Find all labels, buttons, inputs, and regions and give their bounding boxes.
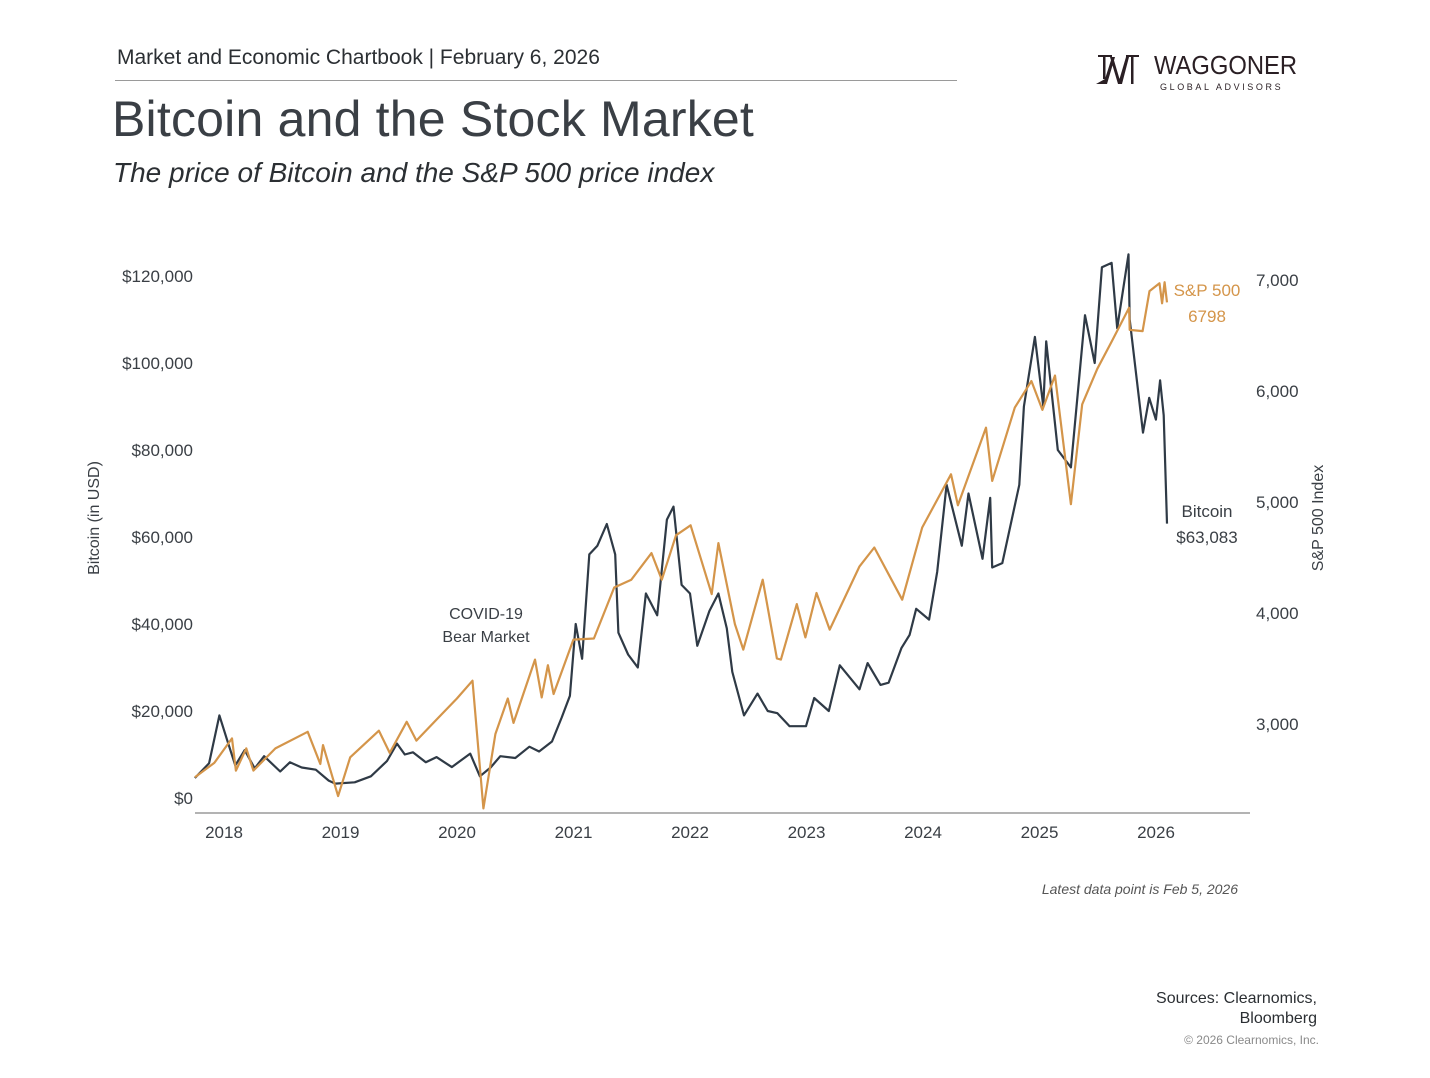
x-tick-label: 2018 xyxy=(205,823,243,842)
sources-note: Sources: Clearnomics, Bloomberg xyxy=(1156,989,1317,1029)
chartbook-header: Market and Economic Chartbook | February… xyxy=(117,46,600,69)
waggoner-logo: WAGGONER GLOBAL ADVISORS xyxy=(1096,52,1297,92)
bitcoin-series-line xyxy=(194,253,1169,785)
x-tick-label: 2026 xyxy=(1137,823,1175,842)
sources-line-2: Bloomberg xyxy=(1239,1010,1317,1027)
y-right-tick-label: 3,000 xyxy=(1256,715,1299,734)
y-left-tick-label: $100,000 xyxy=(122,354,193,373)
logo-tagline: GLOBAL ADVISORS xyxy=(1160,82,1283,92)
bitcoin-end-value: $63,083 xyxy=(1176,528,1237,547)
x-tick-label: 2023 xyxy=(788,823,826,842)
covid-annotation-line1: COVID-19 xyxy=(449,606,523,623)
y-left-tick-label: $20,000 xyxy=(132,702,193,721)
y-left-tick-label: $120,000 xyxy=(122,267,193,286)
y-left-tick-label: $0 xyxy=(174,789,193,808)
y-right-tick-label: 4,000 xyxy=(1256,604,1299,623)
y-left-tick-label: $40,000 xyxy=(132,615,193,634)
copyright: © 2026 Clearnomics, Inc. xyxy=(1184,1033,1319,1047)
y-right-tick-label: 5,000 xyxy=(1256,493,1299,512)
y-axis-right-title: S&P 500 Index xyxy=(1310,465,1327,571)
x-tick-label: 2021 xyxy=(555,823,593,842)
page-title: Bitcoin and the Stock Market xyxy=(112,91,755,147)
header-divider xyxy=(115,80,957,81)
sources-line-1: Sources: Clearnomics, xyxy=(1156,990,1317,1007)
sp500-end-value: 6798 xyxy=(1188,307,1226,326)
covid-annotation-line2: Bear Market xyxy=(442,629,530,646)
x-tick-label: 2022 xyxy=(671,823,709,842)
x-tick-label: 2020 xyxy=(438,823,476,842)
x-tick-label: 2024 xyxy=(904,823,942,842)
y-left-tick-label: $60,000 xyxy=(132,528,193,547)
latest-data-note: Latest data point is Feb 5, 2026 xyxy=(1041,881,1238,897)
logo-name: WAGGONER xyxy=(1154,52,1297,80)
sp500-end-label: S&P 500 xyxy=(1174,281,1241,300)
bitcoin-end-label: Bitcoin xyxy=(1181,502,1232,521)
y-left-tick-label: $80,000 xyxy=(132,441,193,460)
logo-mark-icon xyxy=(1096,55,1139,84)
x-tick-label: 2019 xyxy=(322,823,360,842)
y-right-tick-label: 6,000 xyxy=(1256,382,1299,401)
x-tick-label: 2025 xyxy=(1021,823,1059,842)
y-axis-left-title: Bitcoin (in USD) xyxy=(86,461,103,575)
y-right-tick-label: 7,000 xyxy=(1256,271,1299,290)
sp500-series-line xyxy=(194,281,1169,810)
page-subtitle: The price of Bitcoin and the S&P 500 pri… xyxy=(113,157,715,188)
